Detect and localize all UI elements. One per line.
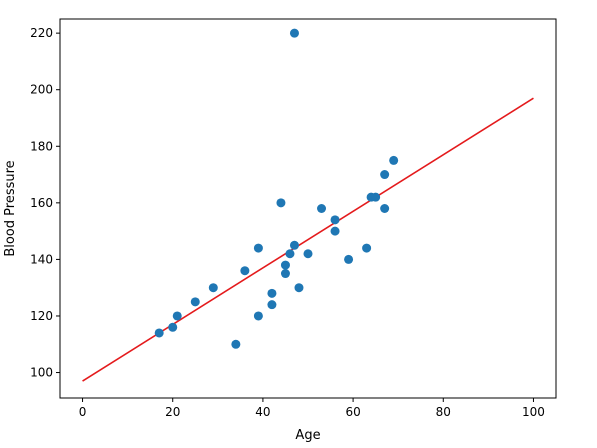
plot-area: [82, 28, 534, 382]
scatter-point: [276, 198, 286, 208]
y-axis: 100 120 140 160 180 200 220: [30, 26, 60, 380]
y-axis-label: Blood Pressure: [3, 160, 18, 256]
y-tick-label: 140: [30, 252, 53, 266]
scatter-point: [317, 204, 327, 213]
x-axis: 0 20 40 60 80 100: [79, 398, 545, 419]
scatter-point: [330, 215, 340, 225]
y-tick-label: 220: [30, 26, 53, 40]
x-tick-label: 40: [255, 405, 270, 419]
x-tick-label: 100: [522, 405, 545, 419]
x-tick-label: 0: [79, 405, 87, 419]
scatter-point: [280, 260, 290, 270]
scatter-point: [362, 243, 372, 253]
scatter-point: [267, 288, 277, 298]
scatter-point: [380, 204, 390, 213]
y-tick-label: 200: [30, 83, 53, 97]
y-tick-label: 120: [30, 309, 53, 323]
scatter-point: [285, 249, 295, 259]
scatter-point: [289, 240, 299, 250]
scatter-point: [208, 283, 218, 293]
axes-frame: [59, 18, 557, 399]
scatter-point: [371, 192, 381, 202]
scatter-point: [389, 155, 399, 165]
scatter-point: [303, 249, 313, 259]
scatter-point: [267, 300, 277, 310]
y-tick-label: 160: [30, 196, 53, 210]
scatter-point: [190, 297, 200, 307]
x-tick-label: 80: [436, 405, 451, 419]
scatter-point: [253, 243, 263, 253]
scatter-point: [294, 283, 304, 293]
scatter-point: [344, 254, 354, 264]
x-axis-label: Age: [295, 428, 320, 443]
scatter-point: [231, 339, 241, 349]
x-tick-label: 20: [165, 405, 180, 419]
scatter-point: [380, 170, 390, 180]
y-tick-label: 100: [30, 366, 53, 380]
scatter-point: [168, 322, 178, 332]
scatter-point: [280, 269, 290, 279]
regression-line: [82, 97, 534, 382]
scatter-point: [289, 28, 299, 38]
scatter-point: [154, 328, 164, 338]
y-tick-label: 180: [30, 139, 53, 153]
scatter-point: [172, 311, 182, 321]
x-tick-label: 60: [345, 405, 360, 419]
scatter-point: [330, 226, 340, 236]
scatter-point: [253, 311, 263, 321]
scatter-point: [240, 266, 250, 276]
